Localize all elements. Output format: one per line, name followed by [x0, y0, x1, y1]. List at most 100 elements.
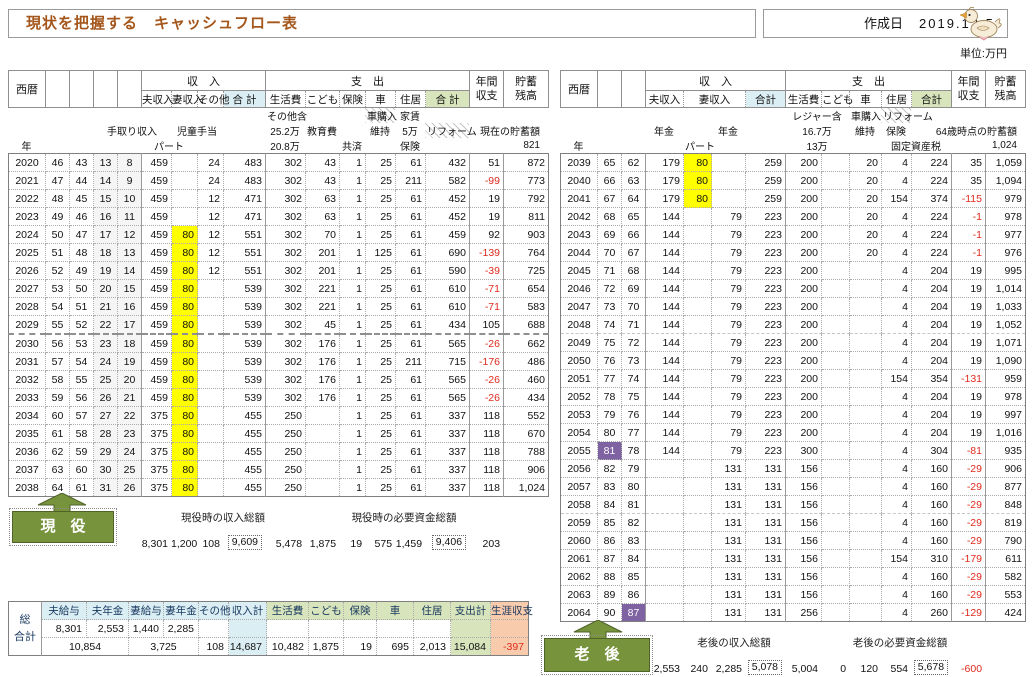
- cell[interactable]: 144: [645, 405, 684, 424]
- cell[interactable]: 302: [265, 171, 306, 190]
- cell[interactable]: 51: [69, 297, 94, 316]
- cell[interactable]: 1: [339, 406, 366, 425]
- year-cell[interactable]: 2063: [560, 585, 598, 604]
- cell[interactable]: -115: [951, 189, 986, 208]
- cell[interactable]: 250: [265, 442, 306, 461]
- cell[interactable]: 53: [69, 333, 94, 353]
- cell[interactable]: 79: [711, 261, 746, 280]
- cell[interactable]: 85: [597, 513, 622, 532]
- cell[interactable]: 302: [265, 225, 306, 244]
- cell[interactable]: 459: [141, 261, 172, 280]
- cell[interactable]: [683, 531, 712, 550]
- cell[interactable]: [821, 207, 850, 226]
- cell[interactable]: 200: [785, 171, 822, 190]
- cell[interactable]: 471: [223, 207, 266, 226]
- cell[interactable]: 4: [881, 351, 912, 370]
- cell[interactable]: 23: [117, 424, 142, 443]
- cell[interactable]: 200: [785, 369, 822, 388]
- cell[interactable]: [645, 459, 684, 478]
- cell[interactable]: 201: [305, 261, 340, 280]
- cell[interactable]: 434: [503, 388, 549, 407]
- cell[interactable]: 354: [911, 369, 952, 388]
- cell[interactable]: [197, 442, 224, 461]
- cell[interactable]: 80: [171, 279, 198, 298]
- cell[interactable]: [711, 171, 746, 190]
- cell[interactable]: 459: [141, 171, 172, 190]
- year-cell[interactable]: 2032: [8, 370, 46, 389]
- cell[interactable]: 144: [645, 261, 684, 280]
- cell[interactable]: 204: [911, 333, 952, 352]
- cell[interactable]: [849, 333, 882, 352]
- total-cell[interactable]: 9,609: [223, 526, 265, 552]
- cell[interactable]: 434: [425, 315, 470, 335]
- cell[interactable]: 302: [265, 352, 306, 371]
- cell[interactable]: 131: [711, 549, 746, 568]
- cell[interactable]: 200: [785, 351, 822, 370]
- cell[interactable]: 48: [69, 243, 94, 262]
- cell[interactable]: 375: [141, 460, 172, 479]
- cell[interactable]: 300: [785, 441, 822, 460]
- cell[interactable]: 131: [711, 567, 746, 586]
- cell[interactable]: 60: [45, 406, 70, 425]
- cell[interactable]: [711, 153, 746, 172]
- total-cell[interactable]: 1,875: [309, 538, 337, 550]
- cell[interactable]: 66: [597, 171, 622, 190]
- year-cell[interactable]: 2039: [560, 153, 598, 172]
- cell[interactable]: 179: [645, 189, 684, 208]
- cell[interactable]: 200: [785, 153, 822, 172]
- cell[interactable]: 78: [597, 387, 622, 406]
- cell[interactable]: 25: [365, 297, 396, 316]
- cell[interactable]: 54: [45, 297, 70, 316]
- cell[interactable]: 160: [911, 495, 952, 514]
- cell[interactable]: [849, 261, 882, 280]
- year-cell[interactable]: 2047: [560, 297, 598, 316]
- year-cell[interactable]: 2054: [560, 423, 598, 442]
- cell[interactable]: 4: [881, 495, 912, 514]
- cell[interactable]: 4: [881, 513, 912, 532]
- cell[interactable]: 23: [93, 333, 118, 353]
- cell[interactable]: 79: [711, 315, 746, 334]
- cell[interactable]: 539: [223, 352, 266, 371]
- cell[interactable]: 459: [141, 370, 172, 389]
- year-cell[interactable]: 2037: [8, 460, 46, 479]
- cell[interactable]: [683, 369, 712, 388]
- cell[interactable]: 85: [621, 567, 646, 586]
- cell[interactable]: 160: [911, 585, 952, 604]
- cell[interactable]: 118: [469, 424, 504, 443]
- cell[interactable]: 45: [305, 315, 340, 335]
- cell[interactable]: 1,024: [503, 478, 549, 497]
- cell[interactable]: [821, 585, 850, 604]
- cell[interactable]: -29: [951, 531, 986, 550]
- cell[interactable]: 551: [223, 225, 266, 244]
- year-cell[interactable]: 2049: [560, 333, 598, 352]
- cell[interactable]: [821, 333, 850, 352]
- total-cell[interactable]: 554: [890, 663, 909, 675]
- cell[interactable]: 61: [395, 315, 426, 335]
- cell[interactable]: 55: [45, 315, 70, 335]
- cell[interactable]: 21: [117, 388, 142, 407]
- year-cell[interactable]: 2060: [560, 531, 598, 550]
- cell[interactable]: 259: [745, 171, 786, 190]
- cell[interactable]: 26: [93, 388, 118, 407]
- cell[interactable]: 144: [645, 333, 684, 352]
- cell[interactable]: 144: [645, 441, 684, 460]
- cell[interactable]: -99: [469, 171, 504, 190]
- cell[interactable]: 670: [503, 424, 549, 443]
- cell[interactable]: 4: [881, 315, 912, 334]
- cell[interactable]: 204: [911, 279, 952, 298]
- cell[interactable]: 848: [985, 495, 1026, 514]
- cell[interactable]: 20: [849, 243, 882, 262]
- cell[interactable]: 459: [141, 315, 172, 335]
- cell[interactable]: 80: [171, 442, 198, 461]
- cell[interactable]: 80: [171, 333, 198, 353]
- cell[interactable]: [197, 406, 224, 425]
- cell[interactable]: 76: [621, 405, 646, 424]
- cell[interactable]: [821, 423, 850, 442]
- cell[interactable]: [711, 189, 746, 208]
- cell[interactable]: 906: [985, 459, 1026, 478]
- cell[interactable]: 71: [621, 315, 646, 334]
- cell[interactable]: 590: [425, 261, 470, 280]
- cell[interactable]: 1: [339, 297, 366, 316]
- cell[interactable]: 131: [711, 603, 746, 622]
- cell[interactable]: 52: [69, 315, 94, 335]
